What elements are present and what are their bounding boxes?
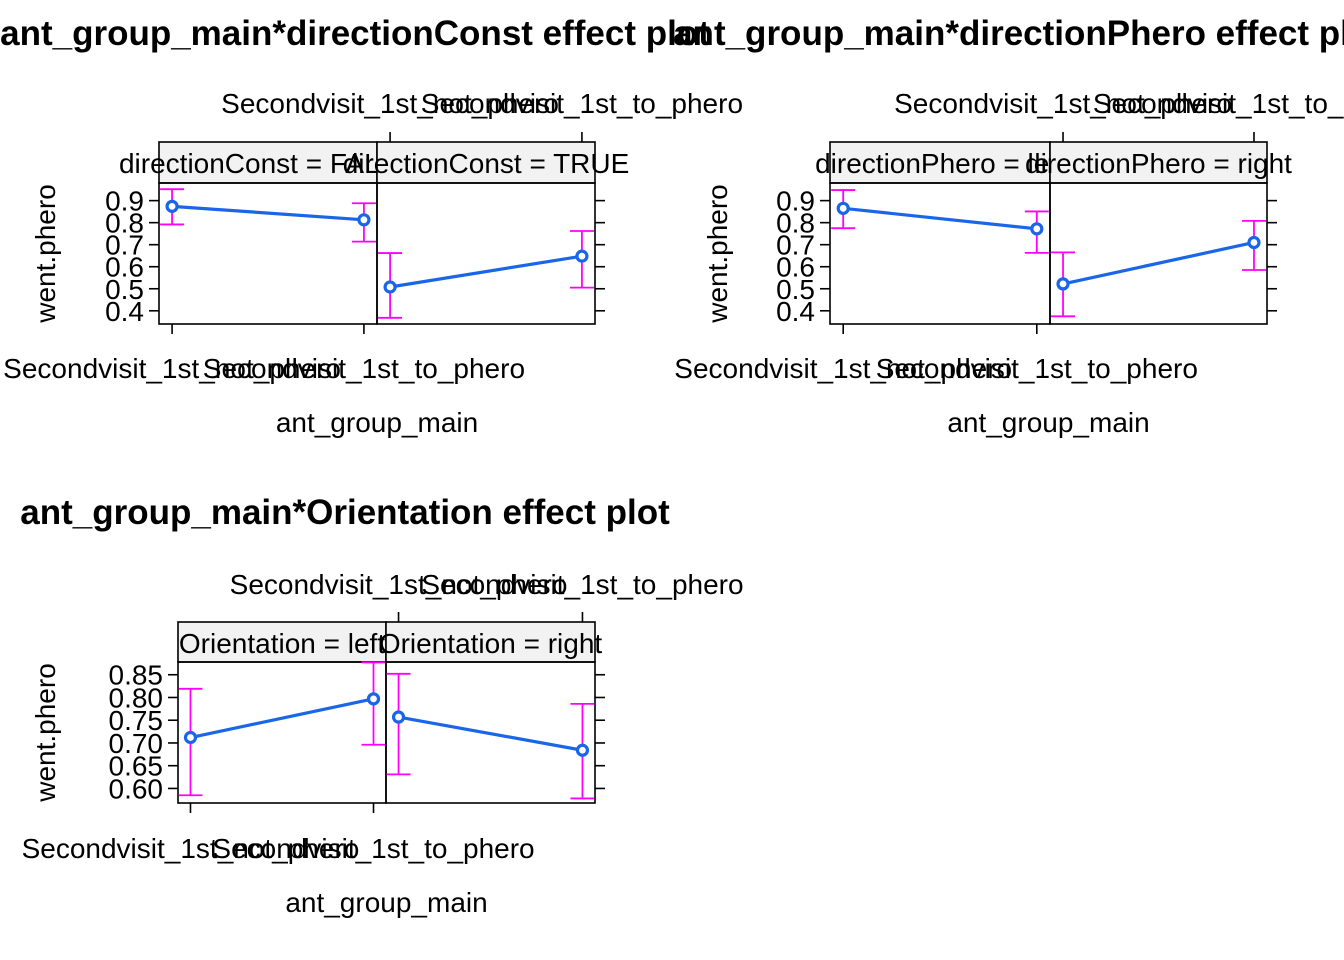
strip-header bbox=[1049, 141, 1268, 184]
effect-point bbox=[391, 710, 406, 724]
y-tick-label: 0.5 bbox=[776, 274, 815, 305]
plot-title: ant_group_main*Orientation effect plot bbox=[20, 493, 670, 532]
y-tick-label: 0.9 bbox=[105, 186, 144, 217]
panel-frame bbox=[158, 182, 378, 325]
panel-frame bbox=[385, 661, 596, 804]
y-tick-label: 0.7 bbox=[105, 230, 144, 261]
strip-header bbox=[177, 621, 387, 663]
effect-point bbox=[1056, 277, 1070, 291]
effect-line bbox=[389, 254, 583, 289]
x-tick-label-top: Secondvisit_1st_not_phero bbox=[221, 88, 559, 119]
y-tick-label: 0.8 bbox=[105, 208, 144, 239]
effect-point bbox=[836, 201, 850, 215]
y-tick-label: 0.5 bbox=[105, 274, 144, 305]
x-tick-label-bottom: Secondvisit_1st_not_phero bbox=[22, 833, 360, 864]
effect-line bbox=[843, 206, 1037, 231]
y-axis-label: went.phero bbox=[702, 184, 733, 324]
effect-point bbox=[575, 249, 589, 263]
x-tick-label-bottom: Secondvisit_1st_to_phero bbox=[212, 833, 534, 864]
effect-point bbox=[383, 280, 397, 294]
panel-frame bbox=[1049, 182, 1268, 325]
effect-line bbox=[171, 204, 365, 222]
effect-plot-2: ant_group_main*directionPhero effect plo… bbox=[673, 14, 1344, 438]
effect-point bbox=[357, 213, 371, 227]
y-tick-label: 0.60 bbox=[109, 773, 164, 804]
strip-label: directionPhero = right bbox=[1025, 148, 1292, 179]
y-tick-label: 0.6 bbox=[776, 252, 815, 283]
y-tick-label: 0.7 bbox=[776, 230, 815, 261]
y-tick-label: 0.65 bbox=[109, 751, 164, 782]
strip-label: directionPhero = left bbox=[815, 148, 1065, 179]
y-tick-label: 0.85 bbox=[109, 660, 164, 691]
x-axis-label: ant_group_main bbox=[276, 407, 478, 438]
x-tick-label-top: Secondvisit_1st_to_phero bbox=[1093, 88, 1344, 119]
effect-line bbox=[398, 715, 583, 752]
y-tick-label: 0.6 bbox=[105, 252, 144, 283]
x-tick-label-bottom: Secondvisit_1st_not_phero bbox=[3, 353, 341, 384]
x-tick-label-top: Secondvisit_1st_to_phero bbox=[421, 569, 743, 600]
panel-1: Orientation = left Secondvisit_1st_not_ph… bbox=[22, 621, 535, 864]
panel-2: Orientation = right Secondvisit_1st_not_p… bbox=[230, 569, 744, 804]
effect-point bbox=[575, 743, 590, 757]
effect-line bbox=[1062, 240, 1255, 286]
x-tick-label-bottom: Secondvisit_1st_not_phero bbox=[674, 353, 1012, 384]
x-tick-label-bottom: Secondvisit_1st_to_phero bbox=[876, 353, 1198, 384]
effect-plot-3: ant_group_main*Orientation effect plot Or… bbox=[20, 493, 743, 918]
panel-1: directionPhero = left Secondvisit_1st_not… bbox=[674, 141, 1198, 384]
y-tick-label: 0.4 bbox=[776, 296, 815, 327]
y-axis-label: went.phero bbox=[30, 184, 61, 324]
y-tick-label: 0.80 bbox=[109, 682, 164, 713]
effect-line bbox=[190, 697, 374, 740]
strip-label: Orientation = left bbox=[179, 628, 385, 659]
effect-point bbox=[183, 730, 198, 745]
strip-label: directionConst = TRUE bbox=[343, 148, 630, 179]
x-tick-label-bottom: Secondvisit_1st_to_phero bbox=[203, 353, 525, 384]
effect-point bbox=[1247, 235, 1261, 250]
panel-2: directionPhero = right Secondvisit_1st_no… bbox=[894, 88, 1344, 325]
panel-2: directionConst = TRUE Secondvisit_1st_not… bbox=[221, 88, 743, 325]
y-tick-label: 0.9 bbox=[776, 186, 815, 217]
strip-header bbox=[376, 141, 596, 184]
effect-point bbox=[366, 692, 381, 706]
strip-label: directionConst = FALSE bbox=[119, 148, 417, 179]
effect-point bbox=[1030, 222, 1044, 236]
y-tick-label: 0.8 bbox=[776, 208, 815, 239]
y-axis-label: went.phero bbox=[30, 663, 61, 803]
x-axis-label: ant_group_main bbox=[947, 407, 1149, 438]
y-tick-label: 0.75 bbox=[109, 705, 164, 736]
plot-title: ant_group_main*directionPhero effect plo… bbox=[673, 14, 1344, 53]
effect-plot-1: ant_group_main*directionConst effect plo… bbox=[0, 14, 743, 438]
panel-1: directionConst = FALSE Secondvisit_1st_no… bbox=[3, 141, 525, 384]
panel-frame bbox=[829, 182, 1051, 325]
panel-frame bbox=[376, 182, 596, 325]
x-tick-label-top: Secondvisit_1st_not_phero bbox=[894, 88, 1232, 119]
x-axis-label: ant_group_main bbox=[285, 887, 487, 918]
strip-label: Orientation = right bbox=[379, 628, 603, 659]
strip-header bbox=[158, 141, 378, 184]
strip-header bbox=[385, 621, 596, 663]
y-tick-label: 0.4 bbox=[105, 296, 144, 327]
x-tick-label-top: Secondvisit_1st_not_phero bbox=[230, 569, 568, 600]
y-tick-label: 0.70 bbox=[109, 728, 164, 759]
x-tick-label-top: Secondvisit_1st_to_phero bbox=[421, 88, 743, 119]
strip-header bbox=[829, 141, 1051, 184]
plot-title: ant_group_main*directionConst effect plo… bbox=[0, 14, 710, 53]
effect-point bbox=[165, 199, 179, 213]
